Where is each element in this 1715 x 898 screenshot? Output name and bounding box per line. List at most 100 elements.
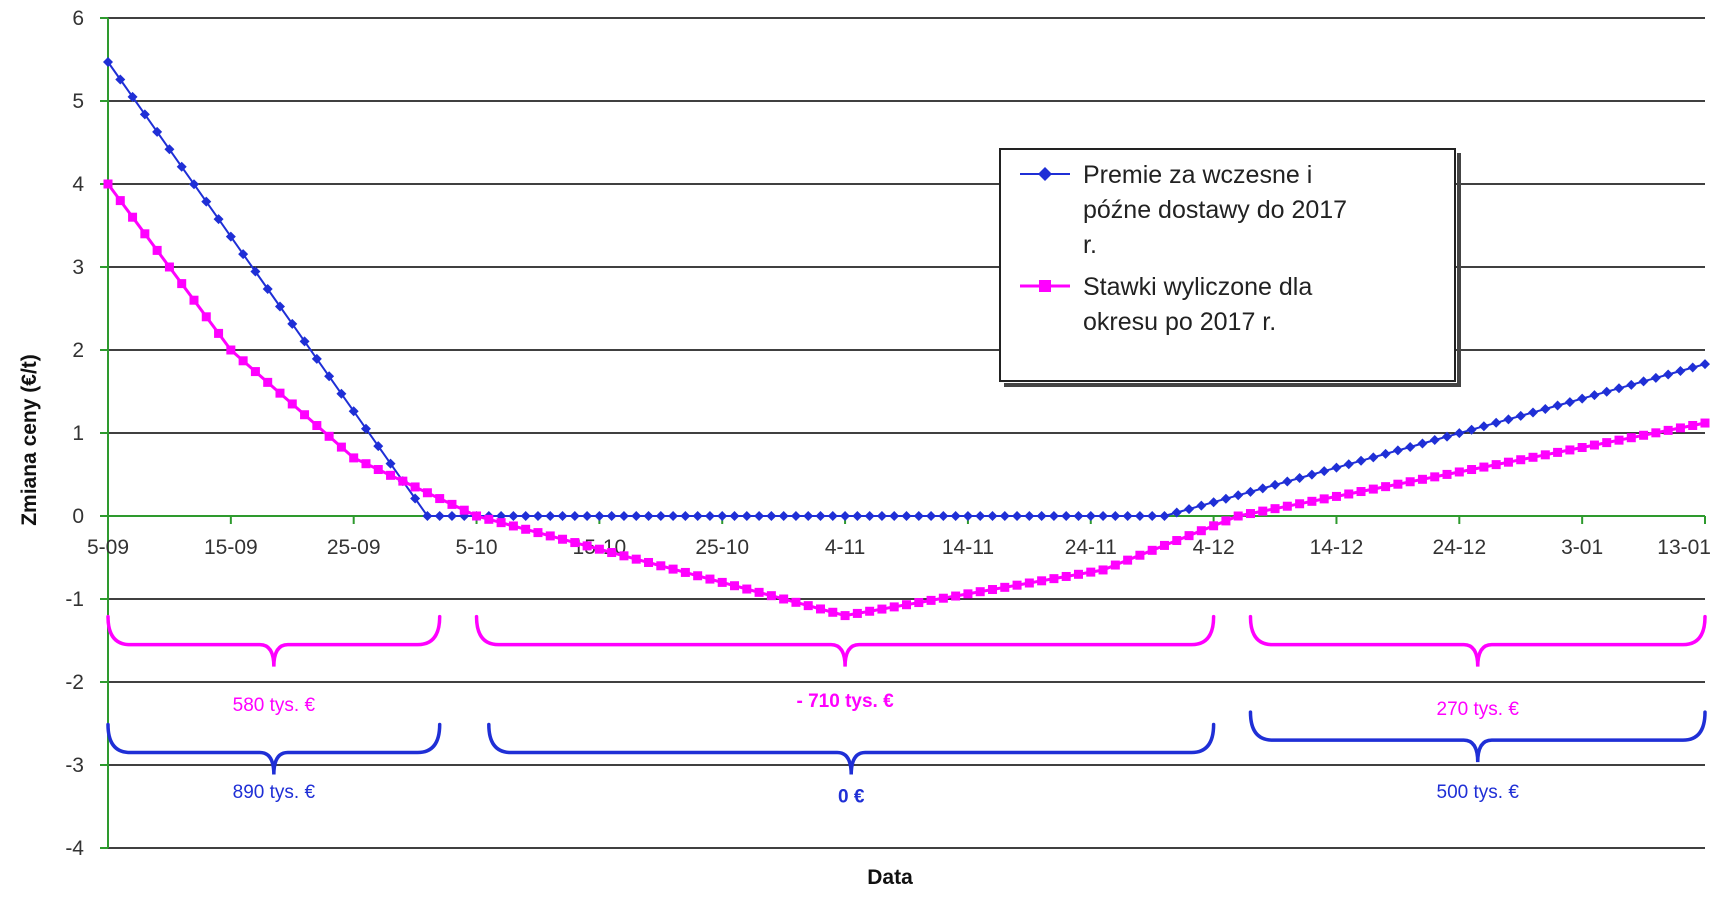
annotation-brace-6: [1248, 710, 1707, 763]
series-1-point: [926, 511, 937, 521]
series-2-point: [1553, 447, 1563, 457]
series-2-point: [1491, 460, 1501, 470]
series-2-point: [336, 442, 346, 452]
series-2-point: [312, 421, 322, 431]
series-1-point: [1650, 372, 1661, 383]
series-2-point: [1221, 516, 1231, 526]
legend-label-series-2-line-2: okresu po 2017 r.: [1083, 308, 1276, 336]
series-1-point: [115, 74, 126, 85]
series-2-point: [1159, 540, 1169, 550]
legend-label-series-2: Stawki wyliczone dla okresu po 2017 r.: [1083, 273, 1319, 336]
series-1-point: [1405, 441, 1416, 452]
series-2-point: [570, 538, 580, 548]
x-tick-label: 4-11: [825, 536, 865, 559]
series-1-point: [1577, 393, 1588, 404]
series-1-point: [1442, 431, 1453, 442]
series-1-point: [1429, 435, 1440, 446]
series-2-point: [1442, 469, 1452, 479]
annotation-brace-2: [474, 614, 1216, 667]
annotation-brace-5: [487, 722, 1216, 775]
series-1-point: [262, 283, 273, 294]
series-2-point: [865, 606, 875, 616]
series-2-point: [1172, 536, 1182, 546]
series-2-point: [705, 574, 715, 584]
series-2-point: [1184, 531, 1194, 541]
series-2-point: [300, 410, 310, 420]
series-1-point: [176, 161, 187, 172]
series-1-point: [508, 511, 519, 521]
series-1-point: [1392, 445, 1403, 456]
series-1-point: [1159, 511, 1170, 521]
series-1-point: [864, 511, 875, 521]
series-1-point: [913, 511, 924, 521]
series-1-point: [1245, 486, 1256, 497]
series-2-point: [386, 470, 396, 480]
x-tick-label: 13-01: [1657, 536, 1711, 559]
series-1-point: [127, 91, 138, 102]
series-1-point: [188, 179, 199, 190]
series-2-point: [754, 587, 764, 597]
series-1-point: [668, 511, 679, 521]
series-1-point: [1233, 490, 1244, 501]
series-2-point: [1639, 430, 1649, 440]
series-1-point: [1675, 366, 1686, 377]
legend-label-series-1-line-1: Premie za wczesne i: [1083, 161, 1312, 189]
series-1-point: [1196, 500, 1207, 511]
series-2-point: [250, 367, 260, 377]
x-tick-label: 15-09: [204, 536, 258, 559]
series-2: [103, 179, 1710, 621]
series-1-point: [1380, 448, 1391, 459]
series-2-point: [115, 196, 125, 206]
series-1-point: [1306, 469, 1317, 480]
series-2-point: [1700, 418, 1710, 428]
series-1-point: [778, 511, 789, 521]
series-2-point: [902, 600, 911, 610]
series-2-point: [644, 557, 654, 567]
series-2-point: [582, 541, 592, 551]
series-2-point: [1651, 428, 1661, 438]
series-2-point: [1135, 550, 1145, 560]
x-tick-label: 25-10: [695, 536, 749, 559]
series-1-point: [1626, 379, 1637, 390]
series-1-point: [1270, 479, 1281, 490]
series-1-point: [704, 511, 715, 521]
series-2-point: [1614, 435, 1624, 445]
series-2-point: [1344, 489, 1354, 499]
y-tick-label: 6: [72, 7, 84, 30]
series-1-point: [594, 511, 605, 521]
series-1-point: [569, 511, 580, 521]
series-2-point: [1467, 465, 1477, 475]
series-2-point: [1565, 445, 1575, 455]
series-2-point: [1086, 567, 1096, 577]
series-2-point: [349, 453, 359, 463]
series-2-point: [1503, 457, 1513, 467]
legend: Premie za wczesne i późne dostawy do 201…: [999, 148, 1461, 387]
series-1-point: [1331, 462, 1342, 473]
series-2-point: [373, 465, 383, 475]
y-tick-labels: 6 5 4 3 2 1 0 -1 -2 -3 -4: [65, 7, 84, 860]
series-2-point: [1381, 482, 1391, 492]
annotation-label-6: 500 tys. €: [1437, 782, 1520, 803]
series-1-point: [1503, 414, 1514, 425]
y-tick-label: -3: [65, 754, 84, 777]
y-tick-label: -1: [65, 588, 84, 611]
series-2-point: [1528, 452, 1538, 462]
x-tick-label: 5-10: [456, 536, 498, 559]
series-2-point: [152, 245, 162, 255]
series-1-point: [876, 511, 887, 521]
series-2-point: [398, 476, 408, 486]
series-2-point: [828, 607, 838, 617]
series-1-point: [1282, 476, 1293, 487]
series-1-point: [680, 511, 691, 521]
series-2-point: [1295, 499, 1305, 509]
series-1-point: [1589, 390, 1600, 401]
series-1-point: [1048, 511, 1059, 521]
series-2-point: [668, 564, 678, 574]
series-2-point: [435, 494, 445, 504]
series-1-point: [274, 301, 285, 312]
series-2-point: [472, 511, 482, 521]
series-2-point: [201, 312, 211, 322]
series-2-point: [164, 262, 174, 272]
series-1-point: [840, 511, 851, 521]
